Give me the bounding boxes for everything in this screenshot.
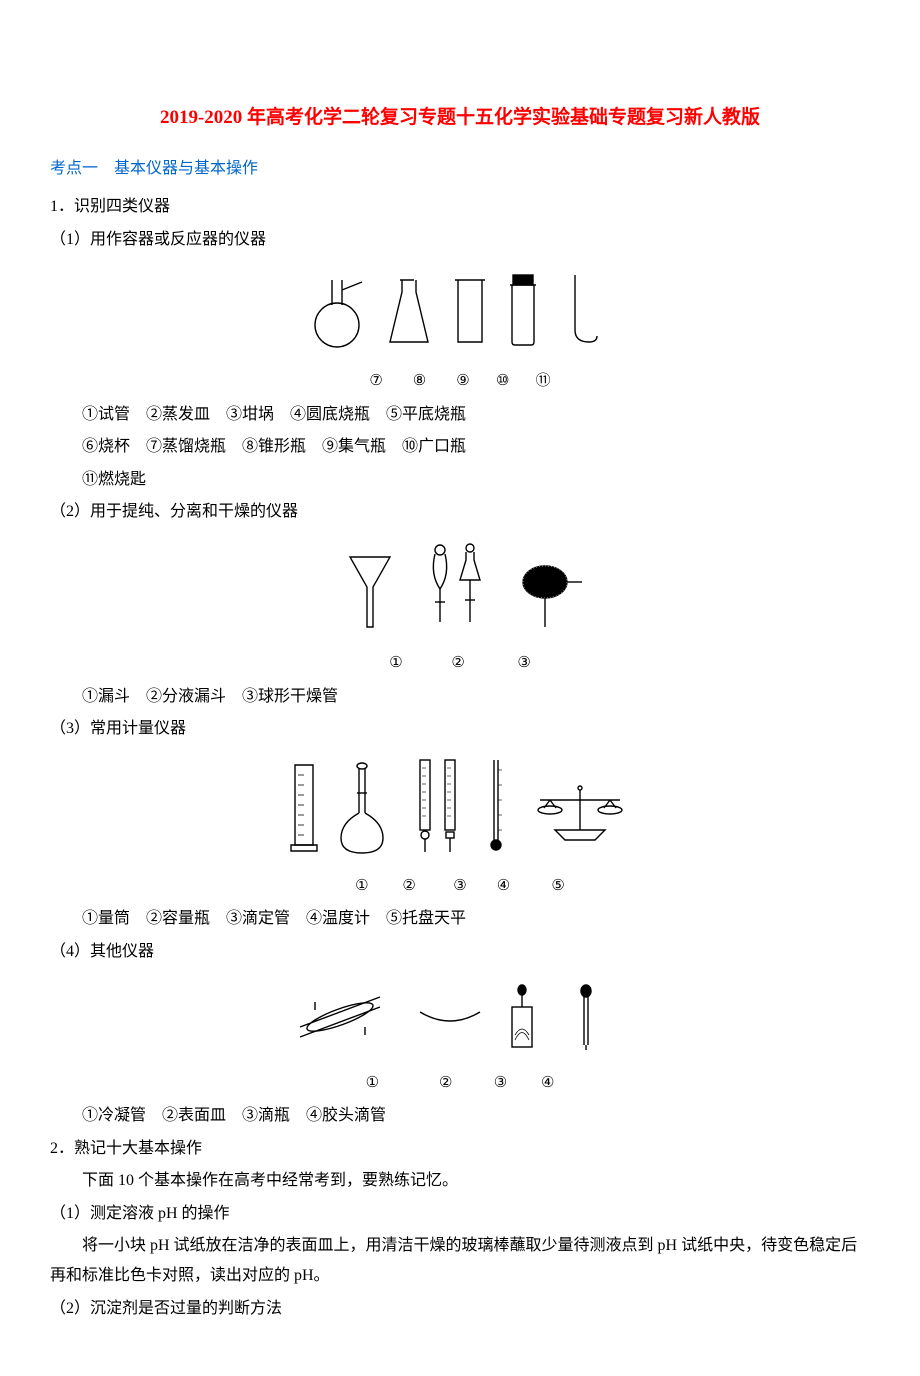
s2-1: （1）测定溶液 pH 的操作: [50, 1199, 870, 1229]
fig3-n2: ②: [402, 878, 415, 894]
fig3-n1: ①: [355, 878, 368, 894]
s1-2: （2）用于提纯、分离和干燥的仪器: [50, 497, 870, 527]
fig1-n3: ⑨: [456, 373, 469, 389]
fig2-n2: ②: [451, 655, 464, 671]
s2-2: （2）沉淀剂是否过量的判断方法: [50, 1294, 870, 1324]
fig1-n5: ⑪: [536, 373, 551, 389]
s1-2-l: ①漏斗 ②分液漏斗 ③球形干燥管: [50, 682, 870, 712]
s2-1-desc: 将一小块 pH 试纸放在洁净的表面皿上，用清洁干燥的玻璃棒蘸取少量待测液点到 p…: [50, 1231, 870, 1292]
fig-row-3: ① ② ③ ④ ⑤: [50, 755, 870, 901]
s1-1-l3: ⑪燃烧匙: [50, 465, 870, 495]
fig1-n1: ⑦: [369, 373, 382, 389]
s1-3: （3）常用计量仪器: [50, 714, 870, 744]
doc-title: 2019-2020 年高考化学二轮复习专题十五化学实验基础专题复习新人教版: [50, 100, 870, 136]
fig-row-2: ① ② ③: [50, 537, 870, 678]
fig-row-1: ⑦ ⑧ ⑨ ⑩ ⑪: [50, 265, 870, 396]
s1-1-l1: ①试管 ②蒸发皿 ③坩埚 ④圆底烧瓶 ⑤平底烧瓶: [50, 400, 870, 430]
fig2-caption: ① ② ③: [50, 649, 870, 678]
fig4-n3: ③: [494, 1075, 507, 1091]
fig4-n4: ④: [541, 1075, 554, 1091]
s1-1-l2: ⑥烧杯 ⑦蒸馏烧瓶 ⑧锥形瓶 ⑨集气瓶 ⑩广口瓶: [50, 432, 870, 462]
s1-3-l: ①量筒 ②容量瓶 ③滴定管 ④温度计 ⑤托盘天平: [50, 904, 870, 934]
fig3-n5: ⑤: [551, 878, 564, 894]
p1: 1．识别四类仪器: [50, 192, 870, 222]
p2: 2．熟记十大基本操作: [50, 1134, 870, 1164]
topic-heading: 考点一 基本仪器与基本操作: [50, 154, 870, 184]
fig1-caption: ⑦ ⑧ ⑨ ⑩ ⑪: [50, 367, 870, 396]
fig1-n2: ⑧: [413, 373, 426, 389]
p2-desc: 下面 10 个基本操作在高考中经常考到，要熟练记忆。: [50, 1166, 870, 1196]
fig3-n3: ③: [453, 878, 466, 894]
fig3-n4: ④: [497, 878, 510, 894]
s1-4: （4）其他仪器: [50, 937, 870, 967]
s1-1: （1）用作容器或反应器的仪器: [50, 225, 870, 255]
s1-4-l: ①冷凝管 ②表面皿 ③滴瓶 ④胶头滴管: [50, 1101, 870, 1131]
fig2-n1: ①: [389, 655, 402, 671]
fig2-n3: ③: [517, 655, 530, 671]
fig-row-4: ① ② ③ ④: [50, 977, 870, 1098]
page: 2019-2020 年高考化学二轮复习专题十五化学实验基础专题复习新人教版 考点…: [0, 0, 920, 1376]
fig4-caption: ① ② ③ ④: [50, 1069, 870, 1098]
fig4-n1: ①: [366, 1075, 379, 1091]
fig1-n4: ⑩: [496, 373, 509, 389]
fig4-n2: ②: [439, 1075, 452, 1091]
fig3-caption: ① ② ③ ④ ⑤: [50, 872, 870, 901]
